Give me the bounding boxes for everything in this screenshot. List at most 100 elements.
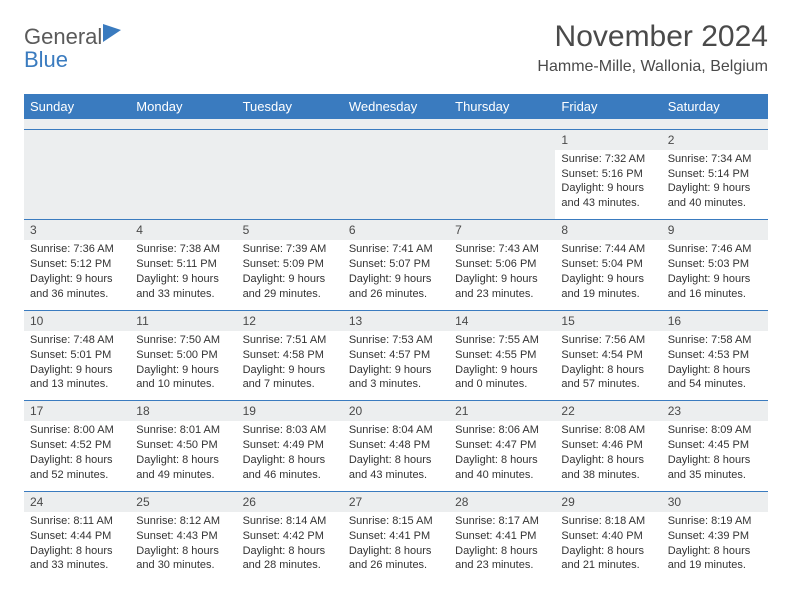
day-info-line: Sunset: 5:04 PM [561, 257, 655, 272]
calendar-body: 1Sunrise: 7:32 AMSunset: 5:16 PMDaylight… [24, 119, 768, 581]
day-header-saturday: Saturday [662, 94, 768, 119]
day-info-line: Sunrise: 8:09 AM [668, 423, 762, 438]
day-cell: 11Sunrise: 7:50 AMSunset: 5:00 PMDayligh… [130, 310, 236, 401]
day-number: 23 [662, 401, 768, 421]
day-number: 21 [449, 401, 555, 421]
day-cell: 27Sunrise: 8:15 AMSunset: 4:41 PMDayligh… [343, 491, 449, 581]
day-info-line: Sunset: 5:14 PM [668, 167, 762, 182]
week-row: 17Sunrise: 8:00 AMSunset: 4:52 PMDayligh… [24, 401, 768, 492]
day-info-line: Sunset: 5:11 PM [136, 257, 230, 272]
day-cell: 9Sunrise: 7:46 AMSunset: 5:03 PMDaylight… [662, 220, 768, 311]
day-info-line: Sunset: 5:09 PM [243, 257, 337, 272]
day-number: 7 [449, 220, 555, 240]
day-cell: 28Sunrise: 8:17 AMSunset: 4:41 PMDayligh… [449, 491, 555, 581]
day-info-line: Sunset: 4:40 PM [561, 529, 655, 544]
day-cell: 10 Sunrise: 7:48 AMSunset: 5:01 PMDayligh… [24, 310, 130, 401]
day-cell: 15Sunrise: 7:56 AMSunset: 4:54 PMDayligh… [555, 310, 661, 401]
day-number: 1 [555, 130, 661, 150]
day-cell: 29Sunrise: 8:18 AMSunset: 4:40 PMDayligh… [555, 491, 661, 581]
day-info-line: Sunrise: 8:01 AM [136, 423, 230, 438]
day-info-line: Daylight: 9 hours and 7 minutes. [243, 363, 337, 393]
day-info-line: Sunrise: 8:03 AM [243, 423, 337, 438]
day-info-line: Sunset: 4:52 PM [30, 438, 124, 453]
day-cell: 4Sunrise: 7:38 AMSunset: 5:11 PMDaylight… [130, 220, 236, 311]
day-info-line: Daylight: 8 hours and 33 minutes. [30, 544, 124, 574]
day-cell: 20Sunrise: 8:04 AMSunset: 4:48 PMDayligh… [343, 401, 449, 492]
day-info-line: Sunrise: 8:08 AM [561, 423, 655, 438]
day-cell: 18Sunrise: 8:01 AMSunset: 4:50 PMDayligh… [130, 401, 236, 492]
day-number: 25 [130, 492, 236, 512]
day-info-line: Sunrise: 8:00 AM [30, 423, 124, 438]
day-number: 9 [662, 220, 768, 240]
day-info-line: Daylight: 8 hours and 35 minutes. [668, 453, 762, 483]
day-cell: 23 Sunrise: 8:09 AMSunset: 4:45 PMDayligh… [662, 401, 768, 492]
day-cell: 6Sunrise: 7:41 AMSunset: 5:07 PMDaylight… [343, 220, 449, 311]
day-info-line: Sunrise: 8:06 AM [455, 423, 549, 438]
day-info-line: Sunrise: 7:32 AM [561, 152, 655, 167]
day-cell: 30Sunrise: 8:19 AMSunset: 4:39 PMDayligh… [662, 491, 768, 581]
day-info-line: Sunrise: 7:38 AM [136, 242, 230, 257]
day-info-line: Sunrise: 8:15 AM [349, 514, 443, 529]
day-number: 30 [662, 492, 768, 512]
day-number: 16 [662, 311, 768, 331]
day-number: 6 [343, 220, 449, 240]
day-info-line: Sunset: 4:57 PM [349, 348, 443, 363]
logo-word1: General [24, 24, 102, 49]
day-cell: 2Sunrise: 7:34 AMSunset: 5:14 PMDaylight… [662, 129, 768, 220]
title-block: November 2024 Hamme-Mille, Wallonia, Bel… [537, 20, 768, 76]
day-cell [449, 129, 555, 220]
day-cell: 25Sunrise: 8:12 AMSunset: 4:43 PMDayligh… [130, 491, 236, 581]
day-number: 26 [237, 492, 343, 512]
day-info-line: Daylight: 8 hours and 28 minutes. [243, 544, 337, 574]
day-header-sunday: Sunday [24, 94, 130, 119]
month-title: November 2024 [537, 20, 768, 54]
day-info-line: Sunset: 4:45 PM [668, 438, 762, 453]
day-info-line: Sunset: 4:44 PM [30, 529, 124, 544]
day-info-line: Daylight: 9 hours and 29 minutes. [243, 272, 337, 302]
day-info-line: Daylight: 8 hours and 54 minutes. [668, 363, 762, 393]
week-row: 1Sunrise: 7:32 AMSunset: 5:16 PMDaylight… [24, 129, 768, 220]
day-info-line: Sunrise: 7:43 AM [455, 242, 549, 257]
day-info-line: Sunrise: 7:55 AM [455, 333, 549, 348]
day-number: 20 [343, 401, 449, 421]
day-number: 12 [237, 311, 343, 331]
day-info-line: Sunrise: 7:39 AM [243, 242, 337, 257]
day-info-line: Sunrise: 7:51 AM [243, 333, 337, 348]
day-number: 10 [24, 311, 130, 331]
day-info-line: Sunset: 4:46 PM [561, 438, 655, 453]
day-number: 13 [343, 311, 449, 331]
day-cell: 5Sunrise: 7:39 AMSunset: 5:09 PMDaylight… [237, 220, 343, 311]
day-cell: 21Sunrise: 8:06 AMSunset: 4:47 PMDayligh… [449, 401, 555, 492]
logo-word2: Blue [24, 47, 68, 72]
day-info-line: Daylight: 8 hours and 46 minutes. [243, 453, 337, 483]
day-info-line: Sunrise: 7:53 AM [349, 333, 443, 348]
day-header-thursday: Thursday [449, 94, 555, 119]
location-text: Hamme-Mille, Wallonia, Belgium [537, 58, 768, 76]
day-info-line: Daylight: 9 hours and 16 minutes. [668, 272, 762, 302]
day-cell: 19Sunrise: 8:03 AMSunset: 4:49 PMDayligh… [237, 401, 343, 492]
day-number: 22 [555, 401, 661, 421]
day-number: 29 [555, 492, 661, 512]
day-number: 19 [237, 401, 343, 421]
header: General Blue November 2024 Hamme-Mille, … [24, 20, 768, 76]
week-row: 10Sunrise: 7:48 AMSunset: 5:01 PMDayligh… [24, 310, 768, 401]
day-info-line: Daylight: 9 hours and 13 minutes. [30, 363, 124, 393]
day-info-line: Sunset: 4:41 PM [455, 529, 549, 544]
day-info-line: Sunset: 5:01 PM [30, 348, 124, 363]
day-cell: 24Sunrise: 8:11 AMSunset: 4:44 PMDayligh… [24, 491, 130, 581]
day-info-line: Sunrise: 7:48 AM [30, 333, 124, 348]
day-cell: 3Sunrise: 7:36 AMSunset: 5:12 PMDaylight… [24, 220, 130, 311]
day-info-line: Daylight: 9 hours and 40 minutes. [668, 181, 762, 211]
day-info-line: Sunset: 4:41 PM [349, 529, 443, 544]
day-info-line: Sunrise: 8:12 AM [136, 514, 230, 529]
day-cell [237, 129, 343, 220]
day-info-line: Daylight: 8 hours and 49 minutes. [136, 453, 230, 483]
calendar-table: SundayMondayTuesdayWednesdayThursdayFrid… [24, 94, 768, 581]
day-info-line: Sunrise: 7:36 AM [30, 242, 124, 257]
day-cell: 13Sunrise: 7:53 AMSunset: 4:57 PMDayligh… [343, 310, 449, 401]
day-header-tuesday: Tuesday [237, 94, 343, 119]
day-info-line: Daylight: 8 hours and 23 minutes. [455, 544, 549, 574]
day-cell [130, 129, 236, 220]
day-info-line: Sunset: 5:12 PM [30, 257, 124, 272]
day-cell: 26Sunrise: 8:14 AMSunset: 4:42 PMDayligh… [237, 491, 343, 581]
